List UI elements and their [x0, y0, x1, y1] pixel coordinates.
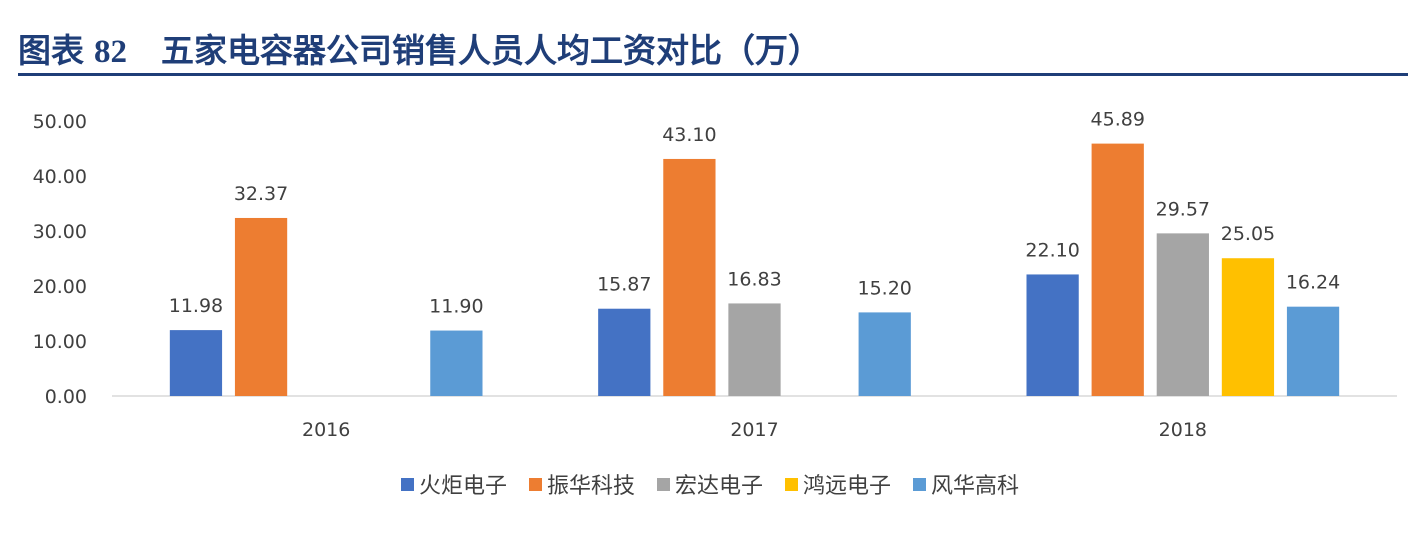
x-tick-label: 2017: [730, 419, 778, 441]
bar: [430, 330, 483, 396]
data-label: 29.57: [1156, 198, 1210, 220]
y-tick-label: 50.00: [33, 111, 87, 133]
bar: [1156, 233, 1209, 396]
data-label: 15.87: [597, 274, 651, 296]
legend-label: 风华高科: [931, 474, 1020, 499]
data-label: 22.10: [1025, 239, 1079, 261]
bar: [1026, 274, 1079, 396]
figure-title: 图表 82 五家电容器公司销售人员人均工资对比（万）: [18, 24, 821, 74]
bar: [1286, 306, 1340, 396]
data-label: 11.98: [169, 295, 223, 317]
legend-label: 振华科技: [546, 474, 635, 499]
bar: [169, 330, 223, 396]
data-label: 16.83: [727, 268, 781, 290]
data-label: 43.10: [662, 124, 716, 146]
bar-chart: 0.00 10.00 20.00 30.00 40.00 50.00 2016 11.98 32…: [33, 109, 1397, 441]
legend-item: 火炬电子: [400, 468, 507, 500]
bar: [234, 217, 288, 396]
legend-item: 鸿远电子: [785, 468, 891, 500]
legend-item: 宏达电子: [656, 468, 763, 500]
legend-item: 振华科技: [528, 468, 635, 500]
y-tick-label: 10.00: [33, 331, 87, 353]
y-tick-label: 0.00: [45, 386, 87, 408]
y-tick-label: 20.00: [33, 276, 87, 298]
data-label: 15.20: [858, 277, 912, 299]
bar: [598, 308, 651, 396]
y-tick-label: 30.00: [33, 221, 87, 243]
legend-swatch: [400, 477, 414, 491]
bar: [858, 312, 911, 396]
legend-swatch: [656, 477, 670, 491]
chart-legend: 火炬电子 振华科技 宏达电子 鸿远电子 风华高科: [0, 468, 1420, 500]
data-label: 45.89: [1091, 109, 1145, 131]
bar: [663, 158, 716, 396]
legend-label: 宏达电子: [674, 474, 763, 499]
data-label: 25.05: [1221, 223, 1275, 245]
legend-item: 风华高科: [913, 468, 1019, 500]
figure-number: 82: [94, 34, 127, 70]
title-rule: [18, 73, 1408, 76]
legend-swatch: [528, 477, 542, 491]
chart-title: 五家电容器公司销售人员人均工资对比（万）: [161, 31, 821, 70]
data-label: 16.24: [1286, 272, 1340, 294]
x-tick-label: 2018: [1159, 419, 1207, 441]
x-tick-label: 2016: [302, 419, 350, 441]
legend-label: 鸿远电子: [803, 474, 892, 499]
data-label: 11.90: [429, 296, 483, 318]
legend-swatch: [913, 477, 927, 491]
legend-swatch: [785, 477, 798, 491]
figure-label: 图表: [18, 31, 84, 70]
bar: [1221, 258, 1275, 396]
bar: [1091, 143, 1144, 396]
bar: [728, 303, 781, 396]
legend-label: 火炬电子: [418, 474, 507, 499]
data-label: 32.37: [234, 183, 288, 205]
y-tick-label: 40.00: [33, 166, 87, 188]
